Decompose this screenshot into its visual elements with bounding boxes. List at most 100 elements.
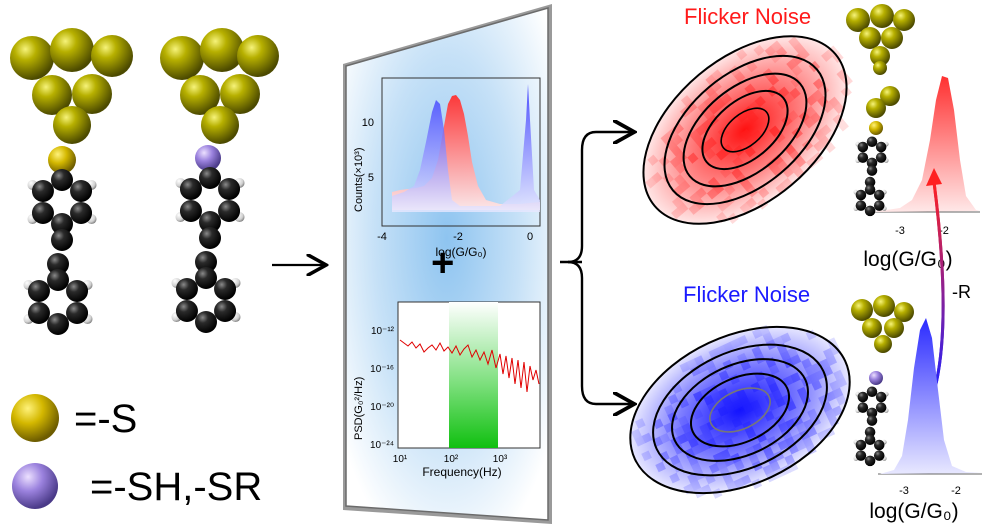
density-pixel [818,84,830,96]
density-pixel [780,350,791,362]
density-pixel [742,403,754,414]
density-pixel [804,105,817,118]
density-pixel [828,96,840,108]
blue-result-title: Flicker Noise [683,282,810,307]
carbon-atom [214,278,237,300]
psd-ytick-12: 10⁻¹² [371,326,395,337]
density-pixel [774,131,786,143]
psd-ytick-20: 10⁻²⁰ [370,402,394,413]
r-removal-arrow: -R [926,168,971,393]
carbon-atom [855,200,867,211]
psd-ytick-24: 10⁻²⁴ [370,440,394,451]
density-pixel [731,417,743,428]
carbon-atom [175,300,198,322]
density-pixel [739,202,751,214]
density-pixel [795,422,807,434]
density-pixel [740,128,752,140]
blue-density-map [629,324,851,499]
legend: =-S =-SH,-SR [11,394,262,509]
density-pixel [699,423,710,435]
density-pixel [833,369,844,381]
density-pixel [724,402,736,414]
density-pixel [705,137,717,149]
carbon-atom [195,311,217,333]
density-pixel [689,192,701,204]
density-pixel [787,110,799,122]
density-pixel [771,389,783,401]
density-pixel [801,358,812,369]
density-pixel [823,348,834,359]
histogram-plot: 10 5 Counts(×10³) -4 -2 0 log(G/G₀) [353,77,541,259]
carbon-atom [864,184,876,196]
red-sulfur-atom [869,121,883,135]
blue-inset-xtick-m2: -2 [951,485,961,497]
center-panel: 10 5 Counts(×10³) -4 -2 0 log(G/G₀) + 10… [343,4,552,524]
density-pixel [764,410,775,422]
density-pixel [788,36,800,48]
red-inset-xlabel: log(G/G₀) [863,248,952,271]
density-pixel [812,78,825,90]
density-pixel [764,45,776,57]
red-result-title: Flicker Noise [684,4,811,29]
blue-result: Flicker Noise -3 -2 log(G/G₀) [629,282,982,523]
density-pixel [733,478,745,489]
density-pixel [770,40,783,52]
density-pixel [837,120,849,132]
density-pixel [826,355,838,366]
density-pixel [737,334,749,346]
density-pixel [736,48,748,61]
carbon-atom [857,391,869,403]
density-pixel [687,152,699,164]
carbon-atom [855,439,867,451]
density-pixel [680,95,693,107]
density-pixel [808,372,819,384]
density-pixel [709,91,721,104]
density-pixel [706,188,719,200]
carbon-atom [864,455,876,467]
blue-sh-atom [869,371,883,385]
psd-frequency-band [449,302,498,448]
density-pixel [836,377,848,388]
carbon-atom [214,300,237,322]
carbon-atom [866,386,878,398]
carbon-atom [873,189,885,201]
carbon-atom [27,302,50,324]
density-pixel [686,101,698,113]
density-pixel [651,172,663,184]
carbon-atom [866,157,878,169]
density-pixel [677,202,689,214]
gold-cluster-right [160,28,279,144]
density-pixel [688,437,699,449]
density-pixel [664,404,675,416]
histogram-xlabel: log(G/G₀) [436,245,487,259]
carbon-atom [866,136,878,148]
carbon-atom [864,434,876,446]
density-pixel [734,71,746,83]
carbon-atom [875,402,887,413]
carbon-atom [47,313,69,335]
density-pixel [745,197,758,209]
psd-ylabel: PSD(G₀²/Hz) [353,377,365,440]
density-pixel [789,150,801,162]
blue-inset-xtick-m3: -3 [899,485,909,497]
psd-xtick-3: 10³ [493,454,508,465]
legend-sh-label: =-SH,-SR [90,465,262,509]
density-pixel [669,454,681,466]
density-pixel [753,44,765,56]
carbon-atom [195,251,217,273]
density-pixel [789,87,801,99]
density-pixel [635,418,646,429]
density-pixel [806,157,818,169]
density-pixel [722,144,734,156]
density-pixel [798,48,810,60]
density-pixel [704,148,716,160]
density-pixel [747,112,759,124]
carbon-atom [866,165,878,176]
density-pixel [720,449,731,460]
legend-sh-atom [12,463,58,509]
density-pixel [667,393,679,405]
density-pixel [775,396,786,408]
red-gold-cluster [846,4,915,118]
density-pixel [713,416,725,428]
density-pixel [794,156,807,168]
